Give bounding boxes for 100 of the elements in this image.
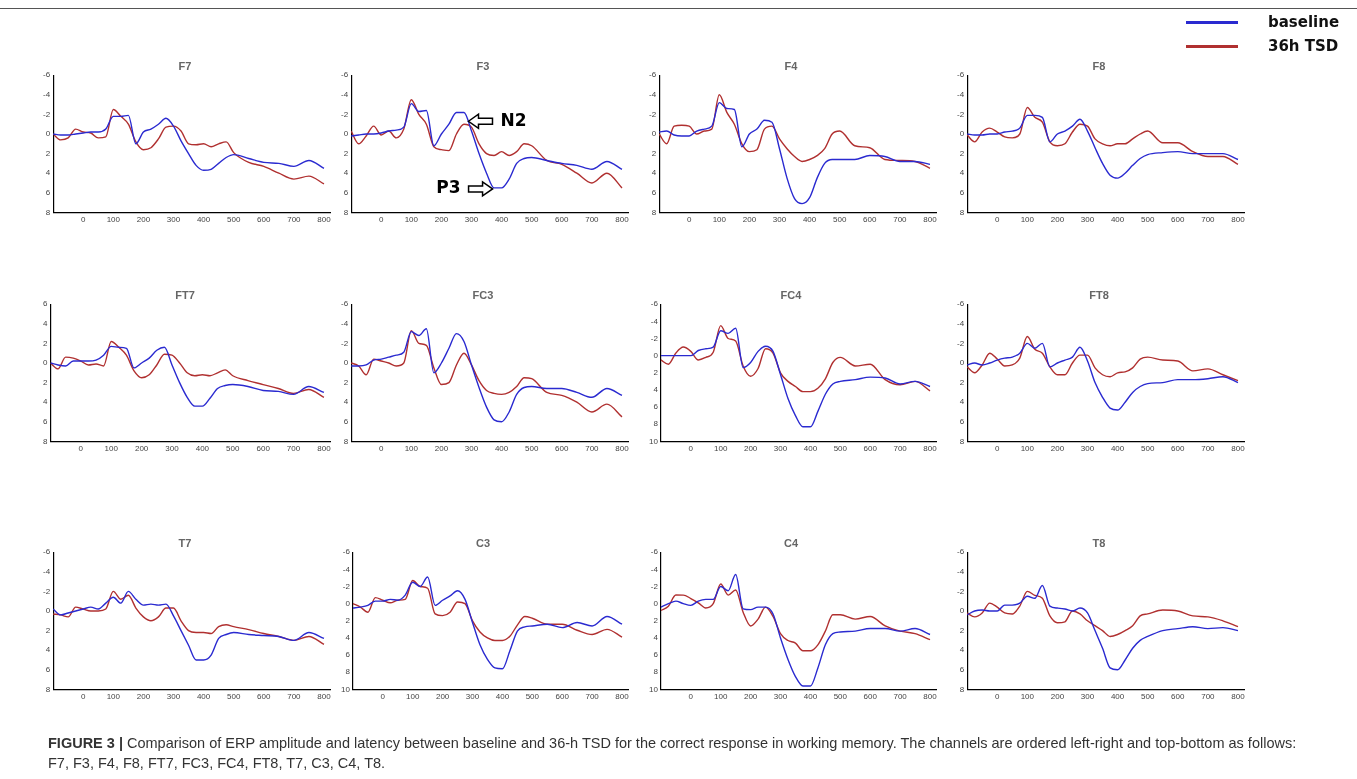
line-series xyxy=(660,324,931,393)
x-tick-label: 500 xyxy=(525,692,540,702)
x-tick-label: 400 xyxy=(1110,215,1125,225)
x-tick-label: 700 xyxy=(1201,444,1216,454)
x-tick-label: 400 xyxy=(495,692,510,702)
line-series xyxy=(967,114,1239,179)
line-series xyxy=(967,342,1239,411)
x-tick-label: 100 xyxy=(406,692,420,702)
y-tick-label: 2 xyxy=(343,148,349,158)
x-tick-label: 100 xyxy=(1020,692,1035,702)
chart-title: T7 xyxy=(178,536,192,549)
y-tick-label: 8 xyxy=(959,436,965,446)
y-tick-label: 6 xyxy=(43,299,48,309)
y-tick-label: 4 xyxy=(45,645,51,655)
y-tick-label: 2 xyxy=(959,377,965,387)
y-tick-label: -2 xyxy=(956,338,965,348)
x-tick-label: 600 xyxy=(257,215,272,225)
x-tick-label: 600 xyxy=(256,444,271,454)
y-tick-label: 6 xyxy=(959,417,965,426)
y-tick-label: 8 xyxy=(43,436,48,446)
y-tick-label: 4 xyxy=(653,385,659,395)
y-tick-label: -6 xyxy=(42,70,51,80)
x-tick-label: 700 xyxy=(1201,215,1216,225)
chart-title: T8 xyxy=(1092,536,1106,549)
y-tick-label: 0 xyxy=(653,350,659,360)
x-tick-label: 500 xyxy=(1141,692,1155,702)
line-series xyxy=(967,590,1239,638)
y-tick-label: 6 xyxy=(959,188,965,197)
line-series xyxy=(53,114,325,171)
y-tick-label: 0 xyxy=(343,358,349,368)
x-tick-label: 0 xyxy=(80,692,86,702)
y-tick-label: 2 xyxy=(959,625,965,635)
x-tick-label: 300 xyxy=(165,444,180,454)
y-tick-label: 8 xyxy=(959,684,965,694)
line-series xyxy=(50,340,325,398)
chart-title: F4 xyxy=(784,59,799,72)
y-tick-label: -6 xyxy=(650,547,659,557)
x-tick-label: 100 xyxy=(1020,215,1035,225)
x-tick-label: 300 xyxy=(1080,215,1095,225)
y-tick-label: 8 xyxy=(959,207,965,217)
y-tick-label: -4 xyxy=(42,567,51,576)
y-tick-label: 4 xyxy=(43,397,48,407)
y-tick-label: 8 xyxy=(343,436,349,446)
x-tick-label: 500 xyxy=(1141,215,1155,225)
x-tick-label: 700 xyxy=(1201,692,1216,702)
chart-title: F7 xyxy=(178,59,192,72)
x-tick-label: 200 xyxy=(743,692,758,702)
x-tick-label: 100 xyxy=(106,215,121,225)
y-tick-label: -6 xyxy=(956,547,965,557)
x-tick-label: 400 xyxy=(1110,444,1125,454)
x-tick-label: 0 xyxy=(686,215,692,225)
x-tick-label: 200 xyxy=(743,444,758,454)
x-tick-label: 800 xyxy=(317,444,332,454)
y-tick-label: 4 xyxy=(653,633,659,643)
x-tick-label: 300 xyxy=(465,692,480,702)
y-tick-label: 10 xyxy=(648,684,659,694)
x-tick-label: 0 xyxy=(378,444,384,454)
y-tick-label: -4 xyxy=(956,90,965,99)
y-tick-label: 2 xyxy=(43,338,48,348)
y-tick-label: -2 xyxy=(342,581,351,591)
chart-title: F8 xyxy=(1092,59,1106,72)
x-tick-label: 200 xyxy=(1050,444,1065,454)
y-tick-label: 0 xyxy=(959,129,965,139)
x-tick-label: 0 xyxy=(80,215,86,225)
x-tick-label: 600 xyxy=(555,215,570,225)
y-tick-label: 2 xyxy=(343,377,349,387)
y-tick-label: 8 xyxy=(653,419,659,429)
x-tick-label: 800 xyxy=(1231,215,1246,225)
x-tick-label: 200 xyxy=(434,215,449,225)
y-tick-label: -4 xyxy=(956,567,965,576)
y-tick-label: 0 xyxy=(959,606,965,616)
x-tick-label: 500 xyxy=(525,444,539,454)
line-series xyxy=(53,590,325,646)
x-tick-label: 0 xyxy=(994,215,1000,225)
y-tick-label: 2 xyxy=(651,148,657,158)
line-series xyxy=(659,101,931,205)
y-tick-label: -6 xyxy=(648,70,657,80)
chart-title: F3 xyxy=(476,59,490,72)
y-tick-label: 8 xyxy=(45,684,51,694)
y-tick-label: 6 xyxy=(345,650,351,660)
x-tick-label: 100 xyxy=(404,215,419,225)
x-tick-label: 700 xyxy=(585,444,600,454)
x-tick-label: 800 xyxy=(1231,444,1246,454)
y-tick-label: 4 xyxy=(45,168,51,178)
x-tick-label: 100 xyxy=(714,444,728,454)
line-series xyxy=(53,108,325,185)
chart-title: FC3 xyxy=(472,288,494,301)
x-tick-label: 200 xyxy=(1050,692,1065,702)
y-tick-label: 8 xyxy=(45,207,51,217)
x-tick-label: 700 xyxy=(585,215,600,225)
x-tick-label: 600 xyxy=(863,692,878,702)
x-tick-label: 0 xyxy=(78,444,84,454)
y-tick-label: -6 xyxy=(342,547,351,557)
x-tick-label: 800 xyxy=(615,215,630,225)
y-tick-label: 2 xyxy=(43,377,48,387)
x-tick-label: 100 xyxy=(404,444,419,454)
x-tick-label: 400 xyxy=(196,215,211,225)
line-series xyxy=(352,576,623,670)
x-tick-label: 400 xyxy=(196,692,211,702)
line-series xyxy=(967,106,1239,166)
